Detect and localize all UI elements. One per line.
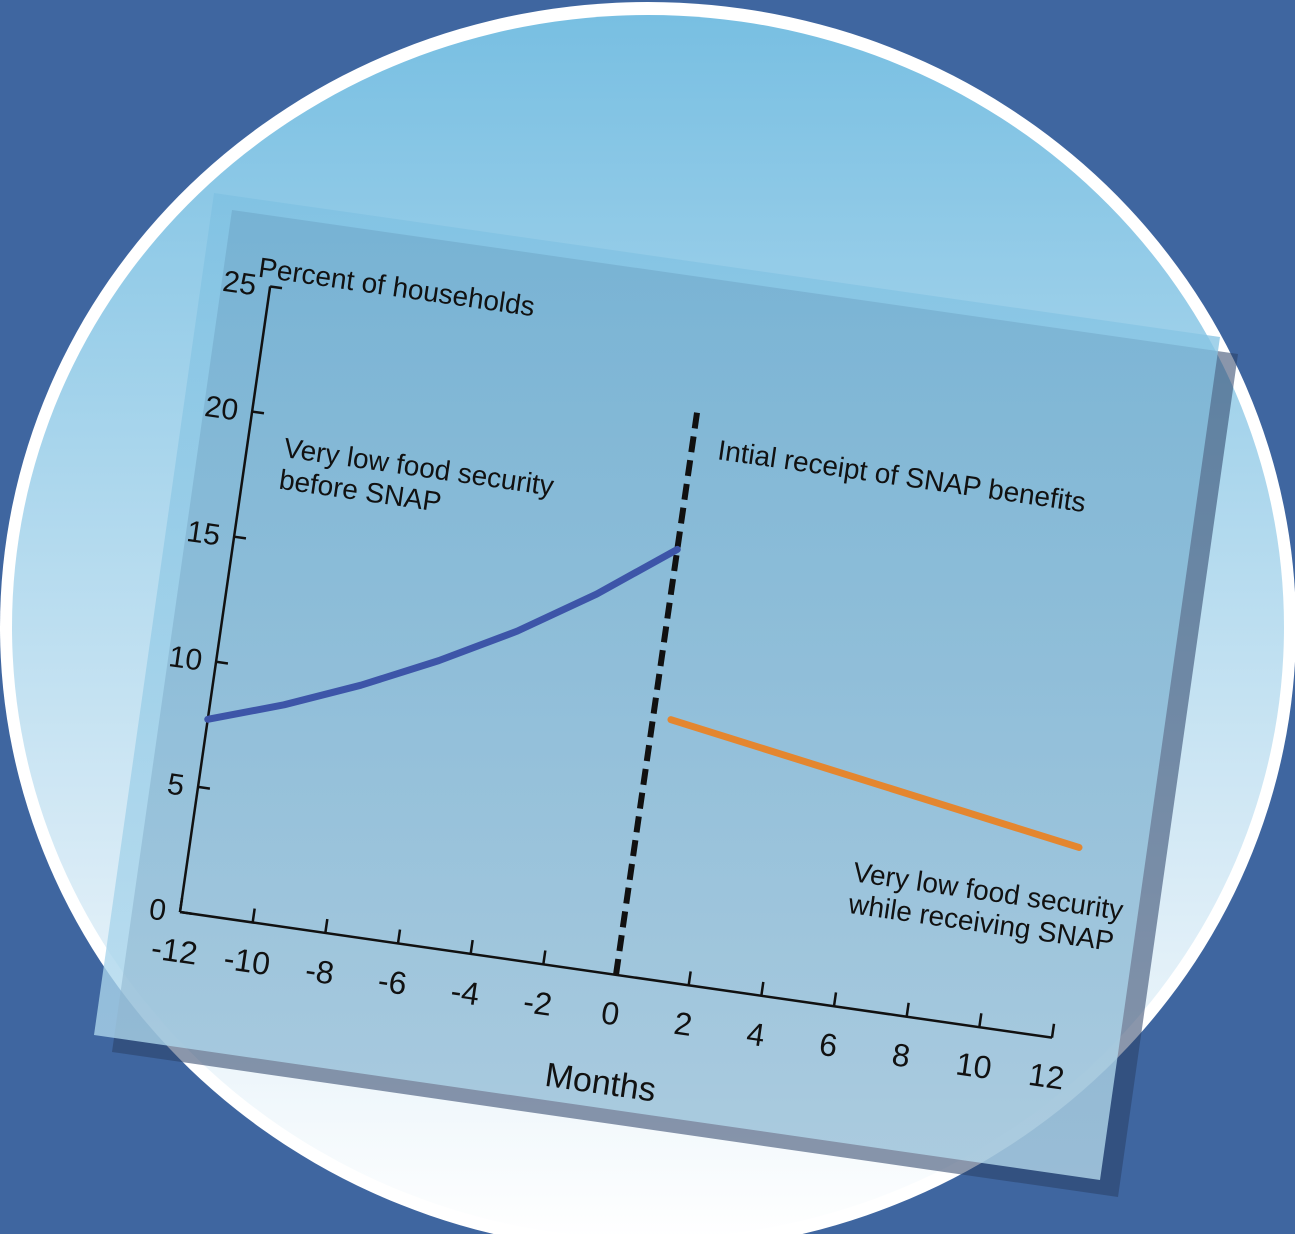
x-tick <box>324 918 329 934</box>
y-tick-label: 20 <box>203 390 241 427</box>
x-tick <box>178 897 184 913</box>
x-tick <box>905 1002 910 1017</box>
x-tick-label: 0 <box>599 994 622 1032</box>
x-tick-label: -12 <box>149 929 200 971</box>
y-tick <box>233 535 247 540</box>
x-tick-label: -6 <box>376 962 409 1002</box>
x-tick-label: 8 <box>890 1036 913 1074</box>
x-tick-label: -10 <box>222 940 273 982</box>
x-tick-label: 10 <box>954 1045 994 1086</box>
y-tick <box>179 910 193 915</box>
series-line-while-snap <box>667 716 1083 851</box>
x-tick-label: -8 <box>303 952 336 992</box>
y-tick-label: 10 <box>167 640 205 677</box>
x-tick-label: 12 <box>1026 1056 1066 1097</box>
x-tick-label: 2 <box>672 1005 695 1043</box>
x-tick <box>251 908 256 923</box>
x-tick-label: 6 <box>817 1026 840 1064</box>
x-tick <box>1050 1023 1056 1038</box>
series-line-before-snap <box>204 545 681 723</box>
x-tick-label: -2 <box>521 983 554 1023</box>
x-tick-label: -4 <box>448 973 481 1013</box>
y-tick-label: 0 <box>147 893 168 928</box>
y-axis-line <box>178 286 272 913</box>
y-tick <box>197 785 211 790</box>
y-tick <box>215 660 229 665</box>
x-tick <box>396 929 402 944</box>
x-tick <box>469 939 474 955</box>
y-tick <box>269 285 283 290</box>
y-tick-label: 25 <box>221 265 259 302</box>
x-tick <box>687 971 692 986</box>
y-tick-label: 5 <box>165 768 186 803</box>
x-tick-label: 4 <box>744 1015 767 1053</box>
y-tick-label: 15 <box>185 515 223 552</box>
chart-marks <box>204 411 1083 976</box>
y-tick <box>251 410 265 415</box>
x-tick <box>832 992 838 1007</box>
x-tick <box>760 981 765 996</box>
x-tick <box>542 950 547 965</box>
x-tick <box>978 1013 983 1028</box>
